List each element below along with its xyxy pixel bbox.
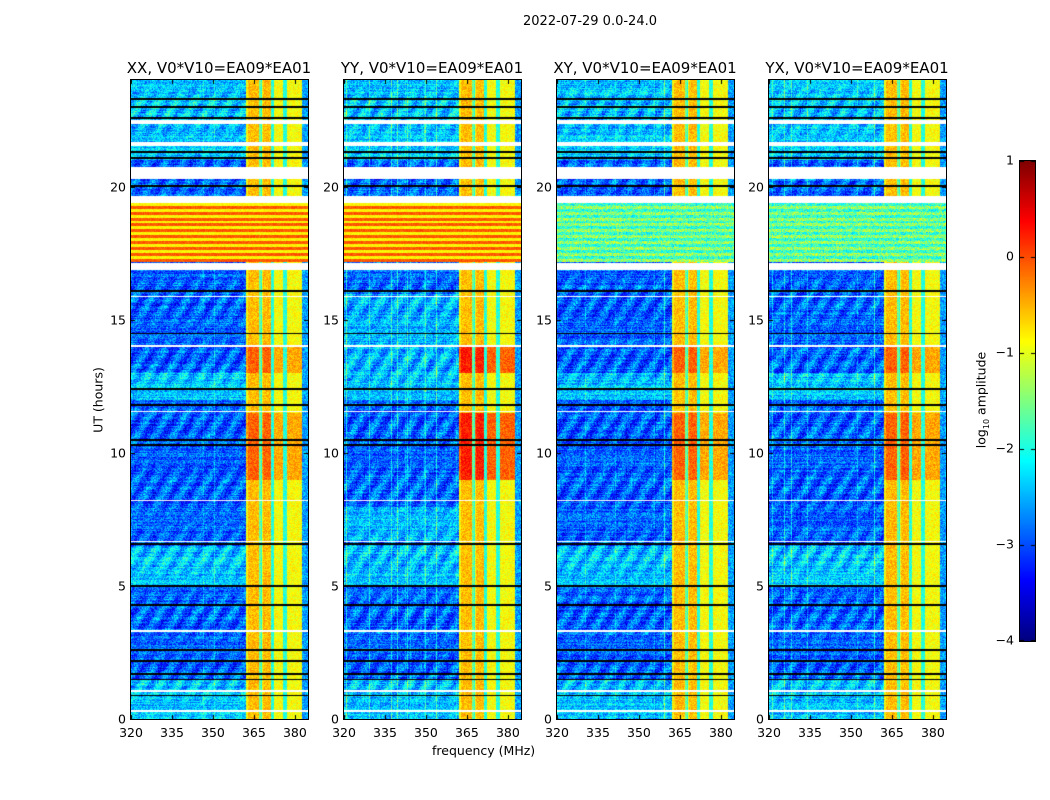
panel-title-xy: XY, V0*V10=EA09*EA01 bbox=[553, 59, 737, 77]
x-tick-label: 380 bbox=[708, 725, 733, 740]
y-tick-label: 5 bbox=[756, 578, 764, 594]
y-tick-label: 5 bbox=[331, 578, 339, 594]
y-tick-label: 15 bbox=[536, 312, 552, 328]
colorbar-tick-label: −3 bbox=[995, 536, 1014, 552]
figure-title: 2022-07-29 0.0-24.0 bbox=[523, 14, 657, 29]
x-tick-label: 380 bbox=[282, 725, 307, 740]
heatmap-image bbox=[769, 80, 946, 719]
x-tick-label: 335 bbox=[586, 725, 610, 740]
colorbar-tick-label: −2 bbox=[995, 440, 1014, 456]
heatmap-image bbox=[344, 80, 521, 719]
y-tick-label: 0 bbox=[331, 711, 339, 727]
y-tick-label: 15 bbox=[748, 312, 764, 328]
panel-title-yy: YY, V0*V10=EA09*EA01 bbox=[340, 59, 524, 77]
x-tick-label: 350 bbox=[627, 725, 651, 740]
y-tick-label: 5 bbox=[118, 578, 126, 594]
x-tick-label: 380 bbox=[495, 725, 520, 740]
x-tick-label: 365 bbox=[241, 725, 266, 740]
y-tick-label: 5 bbox=[544, 578, 552, 594]
heatmap-image bbox=[131, 80, 308, 719]
y-tick-label: 20 bbox=[323, 179, 339, 194]
y-tick-label: 20 bbox=[748, 179, 764, 194]
heatmap-panel-yy bbox=[343, 79, 522, 720]
y-tick-label: 10 bbox=[110, 445, 126, 461]
x-tick-label: 335 bbox=[373, 725, 397, 740]
x-tick-label: 365 bbox=[667, 725, 692, 740]
x-tick-label: 350 bbox=[839, 725, 863, 740]
heatmap-panel-xx bbox=[130, 79, 309, 720]
y-tick-label: 20 bbox=[536, 179, 552, 194]
x-tick-label: 320 bbox=[332, 725, 356, 740]
x-tick-label: 335 bbox=[160, 725, 184, 740]
y-tick-label: 10 bbox=[536, 445, 552, 461]
panel-title-xx: XX, V0*V10=EA09*EA01 bbox=[126, 59, 312, 77]
heatmap-panel-yx bbox=[768, 79, 947, 720]
y-tick-label: 0 bbox=[544, 711, 552, 727]
x-tick-label: 365 bbox=[454, 725, 479, 740]
y-tick-label: 0 bbox=[118, 711, 126, 727]
y-tick-label: 10 bbox=[748, 445, 764, 461]
x-tick-label: 365 bbox=[879, 725, 904, 740]
colorbar-tick-label: −1 bbox=[995, 344, 1014, 360]
heatmap-image bbox=[557, 80, 734, 719]
y-tick-label: 20 bbox=[110, 179, 126, 194]
colorbar-tick-label: −4 bbox=[995, 632, 1014, 648]
colorbar-tick-label: 0 bbox=[1006, 248, 1014, 264]
y-tick-label: 15 bbox=[110, 312, 126, 328]
y-tick-label: 15 bbox=[323, 312, 339, 328]
heatmap-panel-xy bbox=[556, 79, 735, 720]
x-tick-label: 380 bbox=[920, 725, 945, 740]
panel-title-yx: YX, V0*V10=EA09*EA01 bbox=[765, 59, 949, 77]
y-axis-label: UT (hours) bbox=[90, 367, 106, 433]
colorbar-tick-label: 1 bbox=[1006, 152, 1014, 168]
x-tick-label: 320 bbox=[757, 725, 781, 740]
colorbar-label: log10 amplitude bbox=[973, 351, 991, 449]
x-tick-label: 350 bbox=[201, 725, 225, 740]
x-tick-label: 320 bbox=[119, 725, 143, 740]
x-tick-label: 335 bbox=[798, 725, 822, 740]
x-tick-label: 320 bbox=[545, 725, 569, 740]
x-axis-label: frequency (MHz) bbox=[432, 743, 536, 758]
x-tick-label: 350 bbox=[414, 725, 438, 740]
y-tick-label: 10 bbox=[323, 445, 339, 461]
colorbar bbox=[1019, 160, 1036, 642]
y-tick-label: 0 bbox=[756, 711, 764, 727]
